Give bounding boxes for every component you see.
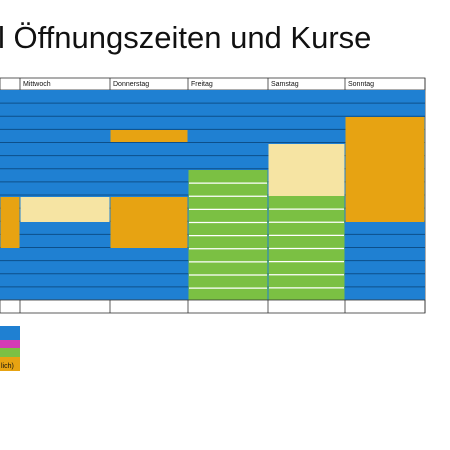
legend-swatch: [0, 348, 20, 357]
footer-row: [0, 299, 426, 314]
column-header: Donnerstag: [113, 81, 149, 88]
course-block: [0, 197, 20, 248]
title: l Öffnungszeiten und Kurse: [0, 20, 372, 55]
legend-swatch: [0, 357, 20, 371]
column-header: Freitag: [191, 81, 213, 88]
column-header: Mittwoch: [23, 81, 51, 88]
course-block: [188, 170, 268, 300]
course-block: [110, 130, 188, 142]
column-header: Samstag: [271, 81, 299, 88]
column-header: Sonntag: [348, 81, 374, 88]
course-block: [268, 144, 345, 196]
legend-label: lich): [1, 363, 14, 370]
course-block: [110, 197, 188, 248]
legend-swatch: [0, 340, 20, 348]
legend-swatch: [0, 326, 20, 340]
course-block: [20, 197, 110, 222]
course-block: [345, 117, 425, 222]
